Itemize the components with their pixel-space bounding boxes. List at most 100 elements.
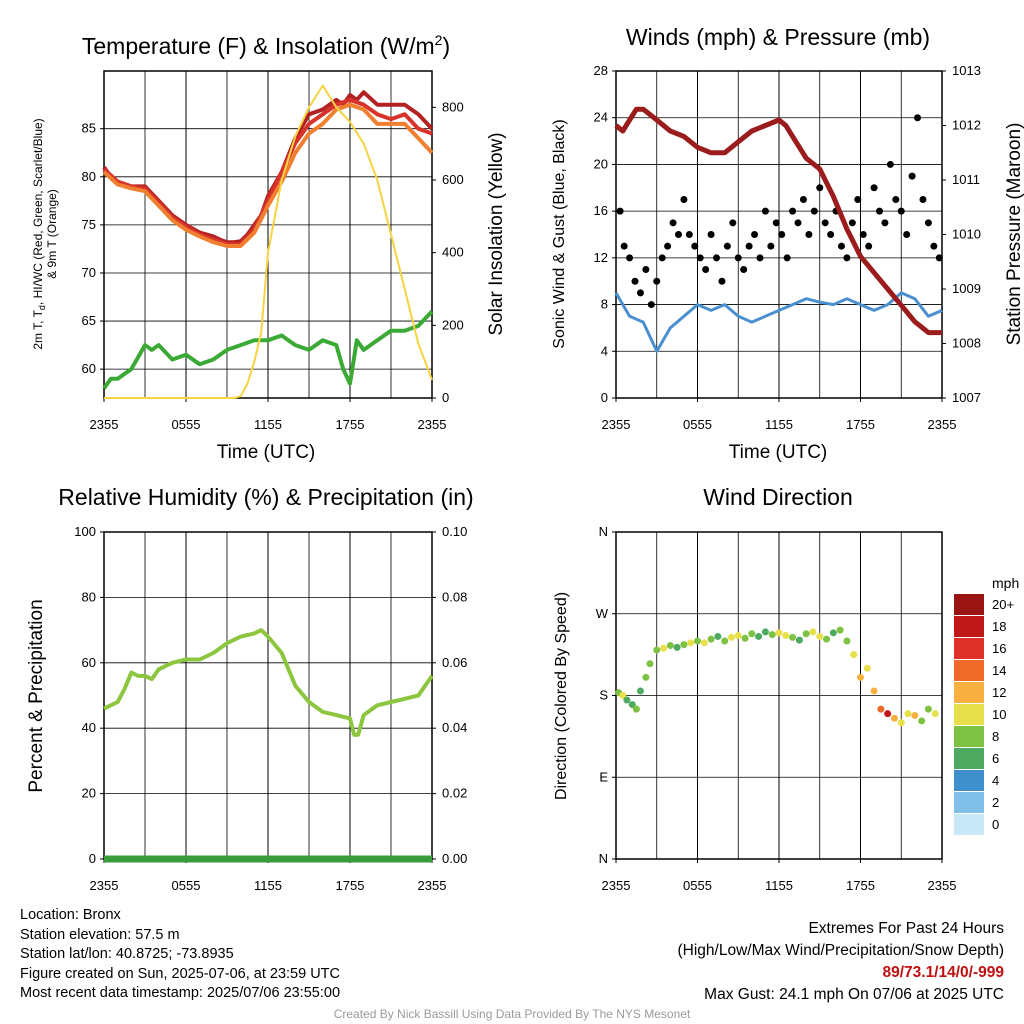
colorbar-swatch xyxy=(954,682,984,703)
winds-gust-point xyxy=(669,219,677,227)
direction-direction-point xyxy=(619,692,627,699)
colorbar-label: 10 xyxy=(992,707,1006,722)
direction-direction-point xyxy=(904,710,912,718)
direction-direction-point xyxy=(789,633,797,641)
temperature-series-line xyxy=(102,310,434,390)
winds-y-tick-label: 0 xyxy=(601,390,608,405)
winds-title: Winds (mph) & Pressure (mb) xyxy=(626,24,930,50)
winds-y2-tick-label: 1010 xyxy=(952,227,981,242)
winds-y2-tick-label: 1008 xyxy=(952,336,981,351)
winds-gust-point xyxy=(870,184,878,192)
direction-direction-point xyxy=(890,714,898,722)
direction-direction-point xyxy=(734,632,742,640)
winds-gust-point xyxy=(827,231,835,238)
winds-gust-point xyxy=(892,195,900,203)
winds-gust-point xyxy=(876,207,884,215)
direction-y-tick-label: N xyxy=(599,851,608,866)
direction-x-tick-label: 1755 xyxy=(846,878,875,893)
colorbar-swatch xyxy=(954,616,984,637)
direction-direction-point xyxy=(727,633,735,641)
winds-x-tick-label: 2355 xyxy=(928,417,957,432)
winds-gust-point xyxy=(647,301,655,309)
winds-gust-point xyxy=(707,231,715,238)
direction-direction-point xyxy=(666,642,674,650)
winds-gust-point xyxy=(805,231,813,238)
temperature-series-line xyxy=(102,102,434,248)
direction-direction-point xyxy=(911,711,919,719)
humidity-y2-tick-label: 0.08 xyxy=(442,589,467,604)
humidity-rh-line xyxy=(103,628,434,737)
colorbar-label: 16 xyxy=(992,641,1006,656)
direction-direction-point xyxy=(741,634,749,642)
humidity-y-tick-label: 20 xyxy=(82,786,96,801)
humidity-y-tick-label: 100 xyxy=(74,524,96,539)
winds-gust-point xyxy=(865,242,873,250)
colorbar-swatch xyxy=(954,748,984,769)
winds-gust-point xyxy=(783,254,791,262)
colorbar-swatch xyxy=(954,770,984,791)
direction-direction-point xyxy=(673,643,681,651)
temperature-x-label: Time (UTC) xyxy=(217,442,316,463)
humidity-title: Relative Humidity (%) & Precipitation (i… xyxy=(58,484,473,510)
humidity-y-tick-label: 40 xyxy=(82,720,96,735)
humidity-y2-tick-label: 0.04 xyxy=(442,720,467,735)
direction-y-tick-label: S xyxy=(599,688,608,703)
direction-direction-point xyxy=(707,635,715,643)
extremes-values: 89/73.1/14/0/-999 xyxy=(882,964,1004,981)
direction-direction-point xyxy=(931,710,939,718)
humidity-x-tick-label: 2355 xyxy=(90,878,119,893)
elevation-text: Station elevation: 57.5 m xyxy=(20,926,180,943)
winds-gust-point xyxy=(691,242,699,250)
humidity-y2-tick-label: 0.06 xyxy=(442,655,467,670)
winds-gust-point xyxy=(810,207,818,215)
winds-y2-tick-label: 1012 xyxy=(952,118,981,133)
winds-gust-point xyxy=(843,254,851,262)
humidity-y2-tick-label: 0.00 xyxy=(442,851,467,866)
created-text: Figure created on Sun, 2025-07-06, at 23… xyxy=(20,965,340,982)
winds-x-label: Time (UTC) xyxy=(729,442,828,463)
temperature-x-tick-label: 2355 xyxy=(90,417,119,432)
direction-direction-point xyxy=(623,696,631,704)
direction-direction-point xyxy=(870,687,878,695)
temperature-y2-tick-label: 400 xyxy=(442,245,464,260)
winds-gust-point xyxy=(859,231,867,238)
colorbar-label: 20+ xyxy=(992,597,1014,612)
direction-direction-point xyxy=(877,705,885,713)
winds-gust-point xyxy=(664,242,672,250)
temperature-y-tick-label: 65 xyxy=(82,313,96,328)
winds-wind-line xyxy=(614,291,943,353)
direction-direction-point xyxy=(653,646,661,654)
winds-gust-point xyxy=(680,195,688,203)
winds-y2-tick-label: 1009 xyxy=(952,281,981,296)
direction-direction-point xyxy=(897,719,905,727)
temperature-y2-tick-label: 0 xyxy=(442,390,449,405)
temperature-y2-tick-label: 600 xyxy=(442,172,464,187)
winds-gust-point xyxy=(930,242,938,250)
direction-title: Wind Direction xyxy=(703,484,853,510)
winds-gust-point xyxy=(886,160,894,168)
winds-y-tick-label: 28 xyxy=(594,63,608,78)
colorbar-label: 14 xyxy=(992,663,1006,678)
direction-direction-point xyxy=(809,628,817,636)
winds-gust-point xyxy=(674,231,682,238)
winds-gust-point xyxy=(718,277,726,285)
direction-direction-point xyxy=(924,705,932,713)
direction-direction-point xyxy=(795,636,803,644)
winds-x-tick-label: 0555 xyxy=(683,417,712,432)
direction-direction-point xyxy=(775,629,783,637)
winds-gust-point xyxy=(924,219,932,227)
winds-gust-point xyxy=(897,207,905,215)
winds-gust-point xyxy=(935,254,943,262)
humidity-y-tick-label: 80 xyxy=(82,589,96,604)
direction-direction-point xyxy=(755,632,763,640)
winds-gust-point xyxy=(767,242,775,250)
direction-direction-point xyxy=(836,626,844,634)
winds-gust-point xyxy=(914,114,922,122)
winds-gust-point xyxy=(685,231,693,238)
extremes-title: Extremes For Past 24 Hours xyxy=(808,920,1004,937)
direction-x-tick-label: 2355 xyxy=(602,878,631,893)
colorbar-label: 6 xyxy=(992,751,999,766)
direction-direction-point xyxy=(687,639,695,647)
winds-gust-point xyxy=(756,254,764,262)
winds-gust-point xyxy=(789,207,797,215)
